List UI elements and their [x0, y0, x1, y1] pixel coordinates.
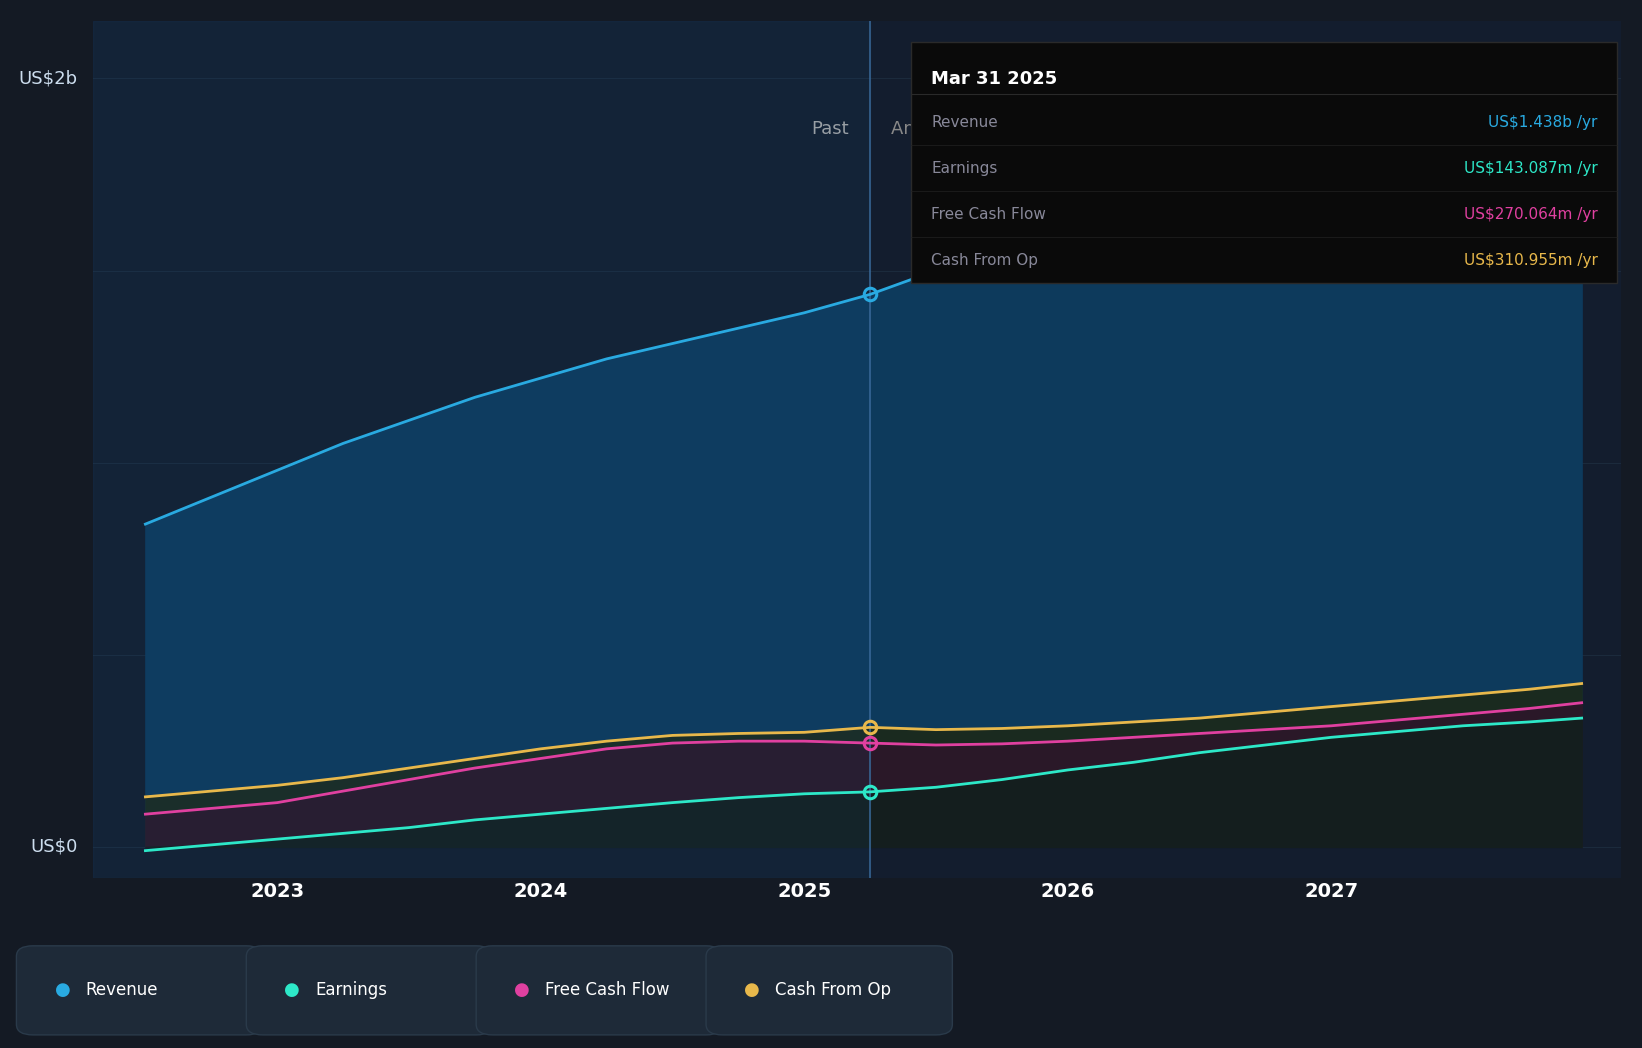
Text: US$310.955m /yr: US$310.955m /yr — [1463, 253, 1598, 267]
Text: Past: Past — [811, 119, 849, 138]
Text: US$2b: US$2b — [18, 69, 77, 87]
Bar — [92, 21, 870, 877]
Text: Revenue: Revenue — [931, 115, 998, 130]
Text: Analysts Forecasts: Analysts Forecasts — [892, 119, 1059, 138]
Text: Earnings: Earnings — [931, 160, 997, 176]
Text: ●: ● — [54, 981, 71, 1000]
Text: US$0: US$0 — [30, 837, 77, 856]
Text: Earnings: Earnings — [315, 981, 388, 1000]
Text: Cash From Op: Cash From Op — [931, 253, 1038, 267]
Text: ●: ● — [284, 981, 300, 1000]
Text: Mar 31 2025: Mar 31 2025 — [931, 69, 1057, 88]
Text: US$1.438b /yr: US$1.438b /yr — [1488, 115, 1598, 130]
Text: ●: ● — [744, 981, 760, 1000]
Text: Revenue: Revenue — [85, 981, 158, 1000]
Text: Free Cash Flow: Free Cash Flow — [545, 981, 670, 1000]
Text: US$143.087m /yr: US$143.087m /yr — [1465, 160, 1598, 176]
Text: Free Cash Flow: Free Cash Flow — [931, 206, 1046, 222]
Text: US$270.064m /yr: US$270.064m /yr — [1465, 206, 1598, 222]
Text: Cash From Op: Cash From Op — [775, 981, 892, 1000]
Text: ●: ● — [514, 981, 530, 1000]
